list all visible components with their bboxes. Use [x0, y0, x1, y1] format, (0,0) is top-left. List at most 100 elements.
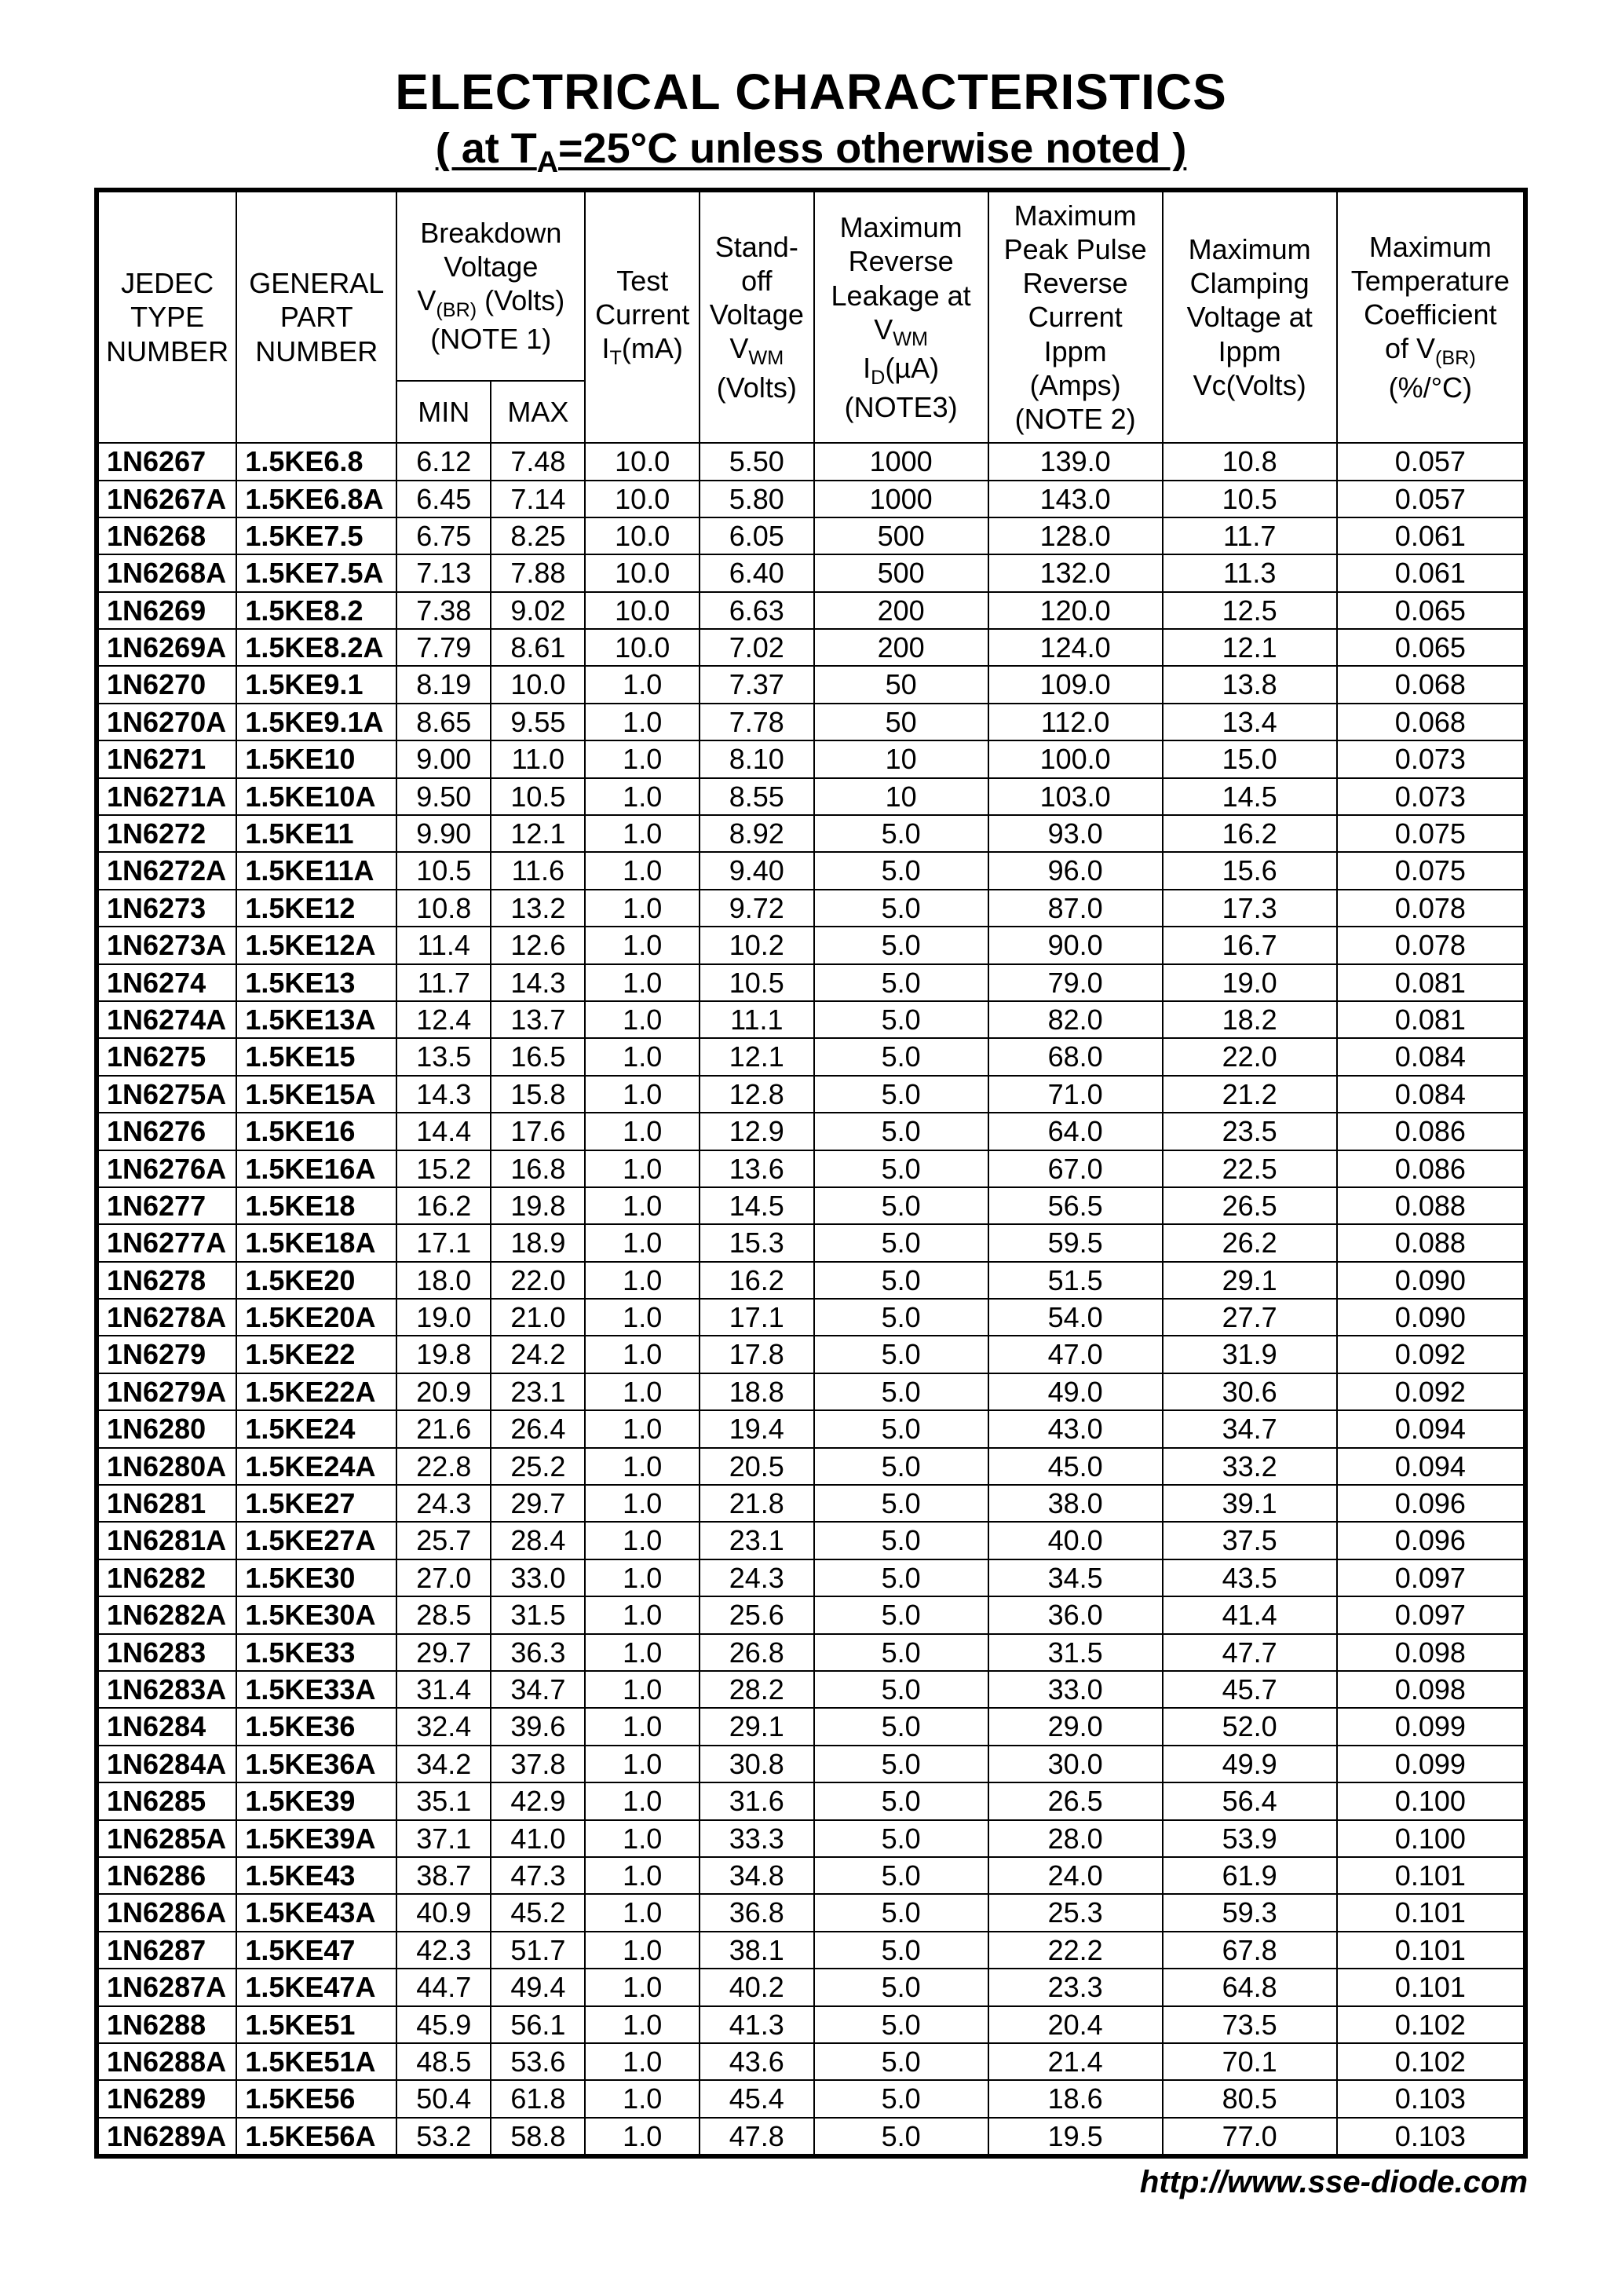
cell: 6.05 — [700, 517, 814, 554]
cell: 37.1 — [396, 1820, 491, 1857]
cell: 17.3 — [1163, 890, 1337, 927]
cell: 5.0 — [814, 1001, 988, 1038]
cell: 10.8 — [1163, 443, 1337, 480]
cell: 12.5 — [1163, 592, 1337, 629]
cell: 1.0 — [585, 964, 700, 1001]
cell: 109.0 — [988, 666, 1163, 703]
cell: 16.5 — [491, 1038, 585, 1075]
cell: 14.4 — [396, 1113, 491, 1150]
cell: 6.12 — [396, 443, 491, 480]
table-row: 1N6287A1.5KE47A44.749.41.040.25.023.364.… — [97, 1969, 1525, 2005]
cell: 10.0 — [585, 443, 700, 480]
cell: 29.1 — [1163, 1262, 1337, 1299]
cell: 139.0 — [988, 443, 1163, 480]
cell: 19.8 — [396, 1336, 491, 1373]
cell: 96.0 — [988, 852, 1163, 889]
cell: 5.0 — [814, 1373, 988, 1410]
cell: 1.5KE47 — [236, 1932, 396, 1969]
table-row: 1N6267A1.5KE6.8A6.457.1410.05.801000143.… — [97, 481, 1525, 517]
cell: 5.0 — [814, 1224, 988, 1261]
cell: 5.0 — [814, 1150, 988, 1187]
cell: 0.068 — [1337, 666, 1525, 703]
cell: 20.5 — [700, 1448, 814, 1485]
cell: 0.097 — [1337, 1596, 1525, 1633]
cell: 34.7 — [1163, 1410, 1337, 1447]
cell: 11.6 — [491, 852, 585, 889]
cell: 9.40 — [700, 852, 814, 889]
cell: 1N6282 — [97, 1559, 236, 1596]
cell: 61.8 — [491, 2080, 585, 2117]
cell: 1.0 — [585, 1634, 700, 1671]
cell: 200 — [814, 592, 988, 629]
cell: 0.102 — [1337, 2006, 1525, 2043]
table-row: 1N62701.5KE9.18.1910.01.07.3750109.013.8… — [97, 666, 1525, 703]
cell: 12.1 — [700, 1038, 814, 1075]
cell: 1.0 — [585, 1299, 700, 1336]
cell: 5.0 — [814, 1299, 988, 1336]
cell: 35.1 — [396, 1782, 491, 1819]
cell: 0.057 — [1337, 443, 1525, 480]
cell: 6.75 — [396, 517, 491, 554]
cell: 7.79 — [396, 629, 491, 666]
cell: 32.4 — [396, 1708, 491, 1745]
cell: 5.0 — [814, 1894, 988, 1931]
cell: 1.0 — [585, 1150, 700, 1187]
cell: 5.0 — [814, 1596, 988, 1633]
cell: 5.0 — [814, 1336, 988, 1373]
cell: 11.4 — [396, 927, 491, 963]
cell: 53.6 — [491, 2043, 585, 2080]
cell: 1.5KE27A — [236, 1522, 396, 1559]
cell: 8.10 — [700, 740, 814, 777]
cell: 8.61 — [491, 629, 585, 666]
cell: 1N6276A — [97, 1150, 236, 1187]
cell: 0.097 — [1337, 1559, 1525, 1596]
cell: 1.0 — [585, 2080, 700, 2117]
cell: 5.50 — [700, 443, 814, 480]
cell: 1.0 — [585, 1820, 700, 1857]
table-row: 1N62731.5KE1210.813.21.09.725.087.017.30… — [97, 890, 1525, 927]
cell: 7.37 — [700, 666, 814, 703]
cell: 50 — [814, 666, 988, 703]
hdr-general: GENERAL PART NUMBER — [236, 190, 396, 443]
cell: 0.094 — [1337, 1410, 1525, 1447]
cell: 45.4 — [700, 2080, 814, 2117]
cell: 5.0 — [814, 2006, 988, 2043]
cell: 38.7 — [396, 1857, 491, 1894]
cell: 1N6284A — [97, 1746, 236, 1782]
cell: 128.0 — [988, 517, 1163, 554]
cell: 1.0 — [585, 740, 700, 777]
cell: 22.0 — [1163, 1038, 1337, 1075]
cell: 25.2 — [491, 1448, 585, 1485]
cell: 0.084 — [1337, 1038, 1525, 1075]
cell: 1.5KE47A — [236, 1969, 396, 2005]
cell: 79.0 — [988, 964, 1163, 1001]
cell: 1N6270A — [97, 704, 236, 740]
cell: 1.5KE39 — [236, 1782, 396, 1819]
cell: 1N6278 — [97, 1262, 236, 1299]
cell: 5.0 — [814, 1932, 988, 1969]
cell: 67.8 — [1163, 1932, 1337, 1969]
table-row: 1N6274A1.5KE13A12.413.71.011.15.082.018.… — [97, 1001, 1525, 1038]
cell: 71.0 — [988, 1076, 1163, 1113]
cell: 26.5 — [1163, 1187, 1337, 1224]
cell: 23.5 — [1163, 1113, 1337, 1150]
cell: 43.0 — [988, 1410, 1163, 1447]
cell: 1.5KE15A — [236, 1076, 396, 1113]
table-row: 1N6279A1.5KE22A20.923.11.018.85.049.030.… — [97, 1373, 1525, 1410]
table-header: JEDEC TYPE NUMBER GENERAL PART NUMBER Br… — [97, 190, 1525, 443]
cell: 1N6274 — [97, 964, 236, 1001]
cell: 33.3 — [700, 1820, 814, 1857]
table-row: 1N62781.5KE2018.022.01.016.25.051.529.10… — [97, 1262, 1525, 1299]
cell: 1N6279 — [97, 1336, 236, 1373]
cell: 0.084 — [1337, 1076, 1525, 1113]
cell: 19.0 — [1163, 964, 1337, 1001]
cell: 10.0 — [585, 517, 700, 554]
cell: 112.0 — [988, 704, 1163, 740]
cell: 45.9 — [396, 2006, 491, 2043]
hdr-leakage: Maximum Reverse Leakage at VWM ID(µA) (N… — [814, 190, 988, 443]
cell: 19.5 — [988, 2118, 1163, 2156]
cell: 0.103 — [1337, 2118, 1525, 2156]
cell: 0.078 — [1337, 927, 1525, 963]
table-row: 1N62881.5KE5145.956.11.041.35.020.473.50… — [97, 2006, 1525, 2043]
cell: 0.088 — [1337, 1224, 1525, 1261]
